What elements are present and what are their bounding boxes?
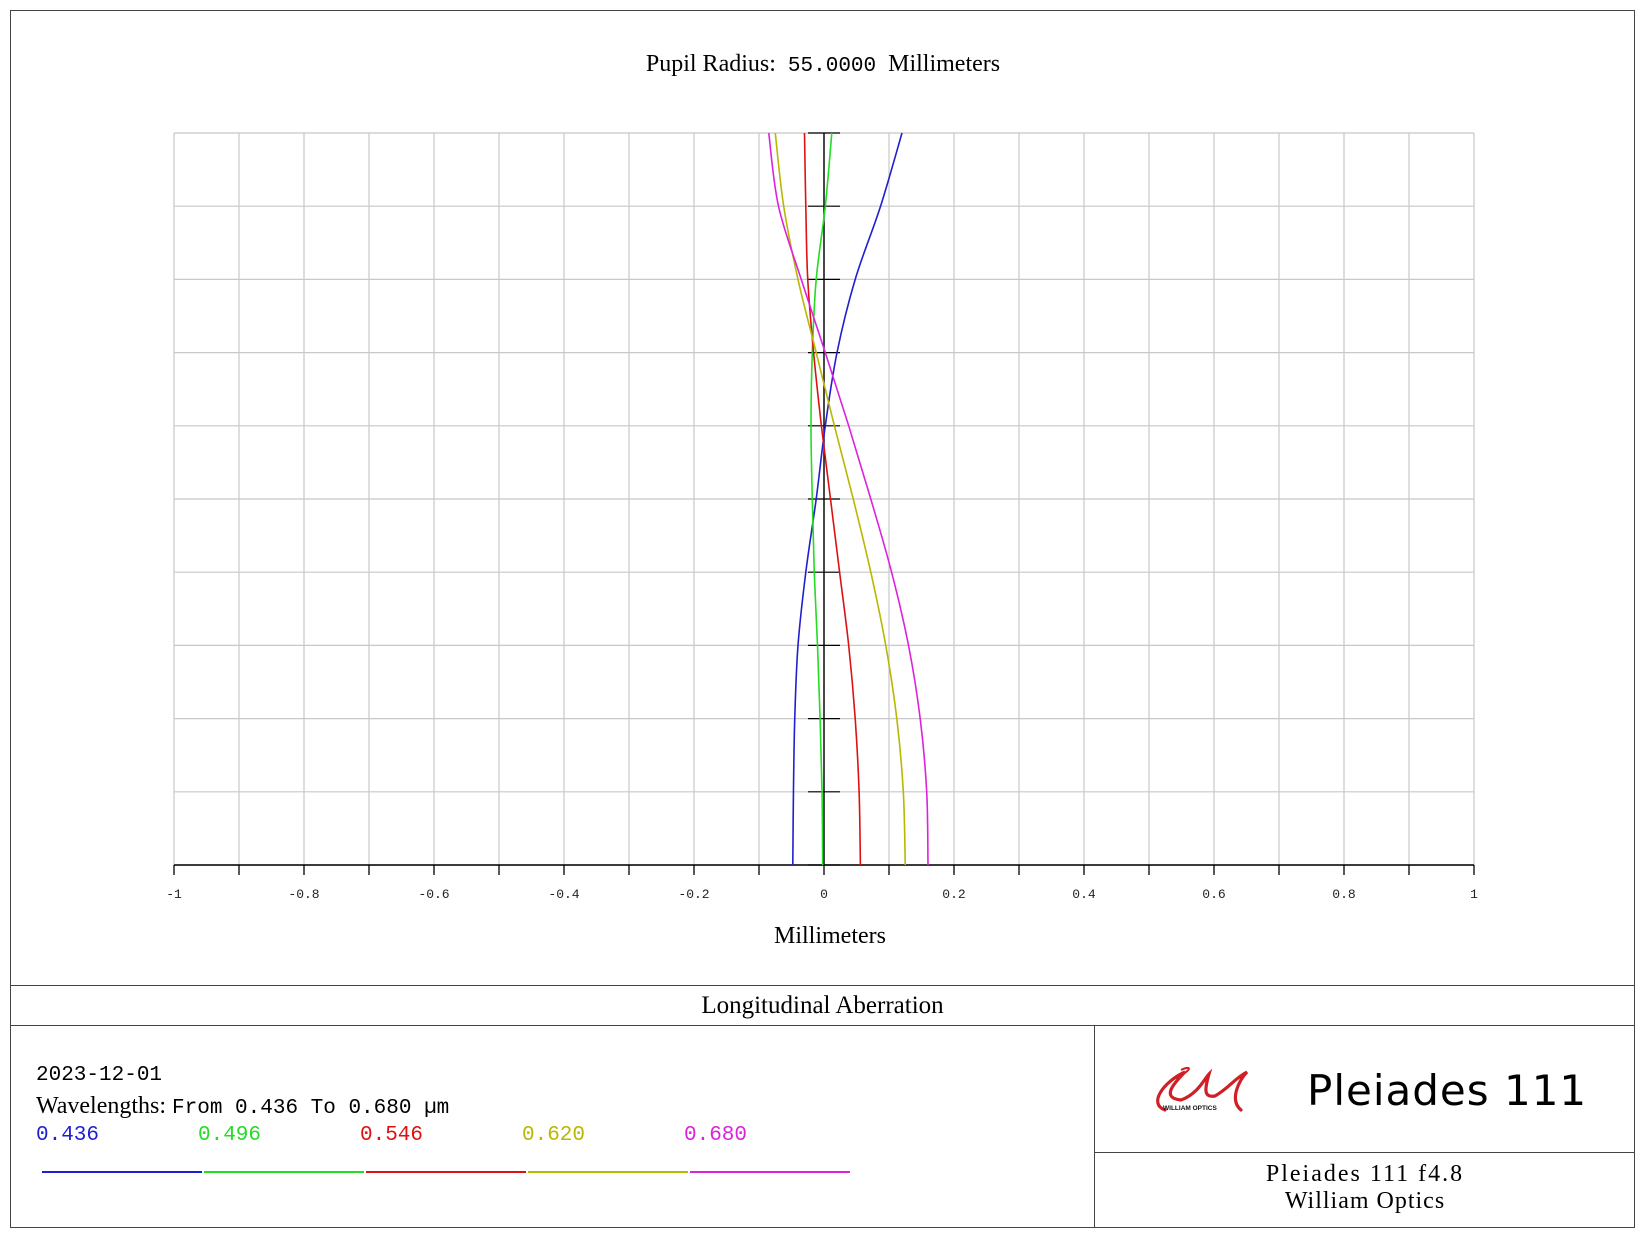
x-tick-label: -0.8 bbox=[288, 887, 319, 902]
x-tick-label: 0 bbox=[820, 887, 828, 902]
chart-title-value: 55.0000 bbox=[788, 55, 876, 78]
legend-label: 0.546 bbox=[360, 1124, 424, 1147]
legend-line bbox=[366, 1171, 526, 1173]
chart-title: Pupil Radius: 55.0000 Millimeters bbox=[646, 51, 1000, 78]
wavelengths-line: Wavelengths: From 0.436 To 0.680 µm bbox=[36, 1093, 449, 1120]
legend-line bbox=[42, 1171, 202, 1173]
x-axis: -1 -0.8 -0.6 -0.4 -0.2 0 0.2 0.4 0.6 0.8 1 bbox=[166, 132, 1478, 902]
info-block: 2023-12-01 Wavelengths: From 0.436 To 0.… bbox=[10, 1026, 1094, 1228]
wavelengths-range: From 0.436 To 0.680 µm bbox=[172, 1097, 450, 1120]
series-group bbox=[767, 132, 929, 866]
chart-title-label: Pupil Radius: bbox=[646, 51, 776, 77]
date: 2023-12-01 bbox=[36, 1064, 163, 1087]
x-tick-label: -0.6 bbox=[418, 887, 449, 902]
description-line-2: William Optics bbox=[1284, 1188, 1446, 1214]
x-tick-label: 1 bbox=[1470, 887, 1478, 902]
plot-name: Longitudinal Aberration bbox=[701, 991, 944, 1019]
legend-label: 0.436 bbox=[36, 1124, 100, 1147]
series-line-0.680 bbox=[767, 132, 929, 866]
plot-name-band: Longitudinal Aberration bbox=[10, 985, 1635, 1026]
chart-title-unit: Millimeters bbox=[888, 51, 1000, 77]
legend-line bbox=[528, 1171, 688, 1173]
product-name: Pleiades 111 bbox=[1307, 1066, 1588, 1115]
legend-line bbox=[690, 1171, 850, 1173]
william-optics-logo: WILLIAM OPTICS bbox=[1156, 1066, 1249, 1112]
plot-frame bbox=[10, 10, 1635, 1228]
legend-line bbox=[204, 1171, 364, 1173]
x-tick-label: -0.4 bbox=[548, 887, 579, 902]
series-line-0.496 bbox=[810, 132, 833, 866]
description-block: Pleiades 111 f4.8 William Optics bbox=[1094, 1153, 1635, 1228]
legend-label: 0.680 bbox=[684, 1124, 748, 1147]
logo-swoosh-2 bbox=[1180, 1066, 1190, 1075]
x-tick-label: 0.6 bbox=[1202, 887, 1225, 902]
x-axis-label: Millimeters bbox=[774, 923, 886, 949]
x-tick-label: -0.2 bbox=[678, 887, 709, 902]
x-tick-label: -1 bbox=[166, 887, 182, 902]
x-tick-label: 0.4 bbox=[1072, 887, 1096, 902]
series-line-0.546 bbox=[803, 132, 862, 866]
legend-label: 0.620 bbox=[522, 1124, 586, 1147]
logo-text: WILLIAM OPTICS bbox=[1163, 1105, 1217, 1112]
series-line-0.436 bbox=[792, 132, 903, 866]
x-tick-label: 0.2 bbox=[942, 887, 965, 902]
logo-block: WILLIAM OPTICS Pleiades 111 bbox=[1094, 1026, 1635, 1153]
description-line-1: Pleiades 111 f4.8 bbox=[1265, 1161, 1465, 1187]
wavelengths-label: Wavelengths: bbox=[36, 1093, 167, 1119]
legend-label: 0.496 bbox=[198, 1124, 262, 1147]
x-tick-label: 0.8 bbox=[1332, 887, 1355, 902]
longitudinal-aberration-chart: Pupil Radius: 55.0000 Millimeters -1 -0.8… bbox=[166, 51, 1478, 949]
